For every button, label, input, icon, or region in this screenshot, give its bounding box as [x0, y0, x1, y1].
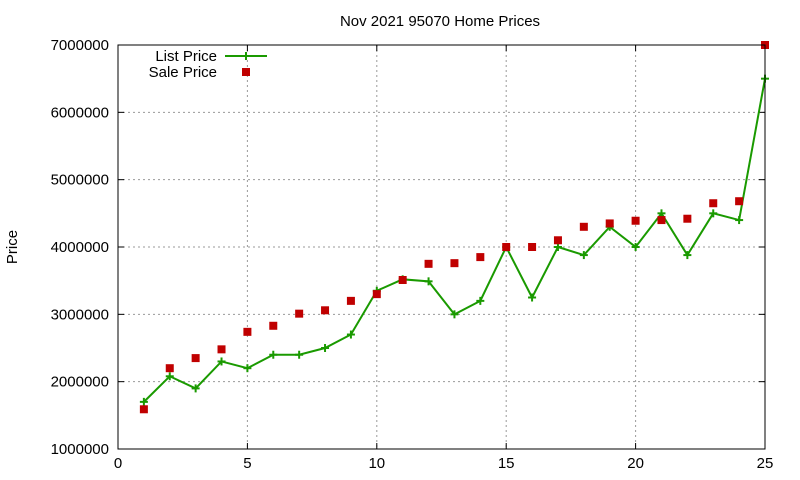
legend-label: Sale Price: [149, 64, 217, 81]
sale-price-point: [295, 309, 304, 318]
x-tick-label: 20: [627, 455, 644, 472]
list-price-point: [657, 209, 666, 218]
sale-price-point: [139, 405, 148, 414]
sale-price-point: [553, 236, 562, 245]
list-price-point: [450, 310, 459, 319]
y-tick-label: 4000000: [51, 239, 109, 256]
list-price-point: [683, 251, 692, 260]
list-price-point: [476, 296, 485, 305]
grid-lines: [118, 45, 765, 449]
y-tick-label: 7000000: [51, 37, 109, 54]
list-price-point: [217, 357, 226, 366]
y-tick-label: 1000000: [51, 441, 109, 458]
axis-ticks: 0 5 10 15 20 25 1000000 2000000 3000000 4000000 50…: [51, 37, 774, 472]
sale-price-point: [269, 321, 278, 330]
chart-title: Nov 2021 95070 Home Prices: [340, 13, 540, 30]
y-tick-label: 6000000: [51, 104, 109, 121]
list-price-point: [553, 243, 562, 251]
y-tick-label: 3000000: [51, 306, 109, 323]
list-price-point: [191, 384, 200, 393]
legend-label: List Price: [155, 48, 217, 65]
sale-price-point: [735, 197, 744, 206]
list-price-point: [631, 243, 640, 251]
list-price-point: [295, 350, 304, 359]
sale-price-point: [165, 364, 174, 373]
x-tick-label: 25: [757, 455, 774, 472]
sale-price-point: [579, 222, 588, 231]
y-tick-label: 5000000: [51, 172, 109, 189]
y-axis-label: Price: [4, 230, 21, 264]
sale-price-point: [398, 275, 407, 284]
list-price-point: [528, 293, 537, 302]
sale-price-point: [683, 214, 692, 223]
sale-price-point: [476, 253, 485, 262]
x-tick-label: 0: [114, 455, 122, 472]
sale-price-point: [243, 327, 252, 336]
sale-price-point: [372, 290, 381, 299]
sale-price-point: [605, 219, 614, 228]
sale-price-point: [709, 199, 718, 208]
plot-frame: [117, 44, 766, 450]
sale-price-point: [346, 296, 355, 305]
sale-price-point: [528, 243, 537, 251]
list-price-point: [165, 372, 174, 381]
list-price-point: [243, 364, 252, 373]
list-price-point: [346, 330, 355, 339]
x-tick-label: 15: [498, 455, 515, 472]
x-tick-label: 10: [368, 455, 385, 472]
sale-price-point: [217, 345, 226, 354]
series-layer: [139, 41, 769, 414]
sale-price-point: [502, 243, 511, 251]
list-price-point: [139, 397, 148, 406]
sale-price-point: [424, 259, 433, 268]
y-tick-label: 2000000: [51, 374, 109, 391]
sale-price-point: [450, 259, 459, 268]
legend-square-swatch: [242, 68, 250, 76]
list-price-point: [321, 344, 330, 352]
sale-price-point: [657, 216, 666, 225]
sale-price-point: [321, 306, 330, 315]
list-price-point: [269, 350, 278, 359]
list-price-line: [143, 78, 766, 403]
list-price-point: [579, 251, 588, 260]
sale-price-point: [191, 354, 200, 363]
sale-price-point: [631, 216, 640, 225]
x-tick-label: 5: [243, 455, 251, 472]
list-price-point: [424, 277, 433, 286]
list-price-point: [709, 209, 718, 218]
list-price-point: [735, 216, 744, 225]
